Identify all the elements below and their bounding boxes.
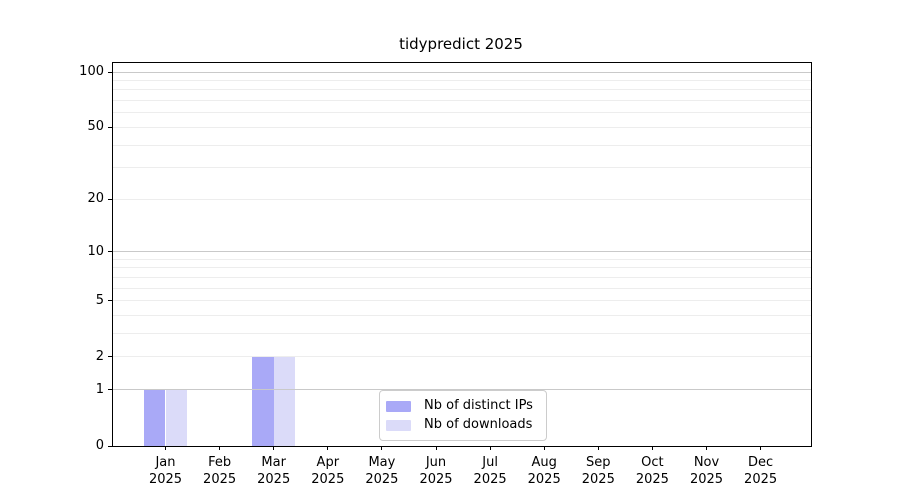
x-tick-year: 2025	[148, 472, 183, 487]
legend-item-distinct-ips: Nb of distinct IPs	[386, 399, 533, 413]
x-tick-mark	[543, 446, 545, 450]
x-tick-month: Oct	[641, 455, 664, 470]
x-tick-label: Oct 2025	[612, 454, 692, 488]
gridline-minor	[113, 126, 811, 128]
x-tick-year: 2025	[311, 472, 345, 487]
x-tick-label: May 2025	[342, 454, 422, 488]
gridline-minor	[113, 267, 811, 269]
gridline-minor	[113, 144, 811, 146]
x-tick-month: Dec	[748, 455, 774, 470]
y-tick-label: 5	[95, 292, 104, 308]
gridline-minor	[113, 333, 811, 335]
legend-label-downloads: Nb of downloads	[424, 417, 533, 432]
x-tick-year: 2025	[689, 472, 724, 487]
x-tick-month: Feb	[208, 455, 232, 470]
y-tick-label: 100	[79, 64, 104, 80]
bar-downloads	[273, 356, 296, 446]
legend-swatch-downloads	[386, 419, 411, 431]
x-tick-mark	[327, 446, 329, 450]
bar-distinct-ips	[143, 389, 166, 446]
x-tick-label: Jan 2025	[126, 454, 206, 488]
x-tick-label: Dec 2025	[721, 454, 801, 488]
y-tick-mark	[108, 445, 112, 447]
bar-distinct-ips	[251, 356, 274, 446]
y-tick-label: 1	[95, 381, 104, 397]
x-tick-year: 2025	[635, 472, 669, 487]
y-tick-mark	[108, 251, 112, 253]
x-tick-month: Mar	[261, 455, 286, 470]
gridline-minor	[113, 277, 811, 279]
gridline-minor	[113, 167, 811, 169]
x-tick-label: Apr 2025	[288, 454, 368, 488]
gridline-minor	[113, 258, 811, 260]
y-tick-mark	[108, 126, 112, 128]
y-tick-label: 10	[87, 243, 104, 259]
x-tick-month: Jun	[425, 455, 447, 470]
gridline-minor	[113, 287, 811, 289]
x-tick-year: 2025	[527, 472, 561, 487]
x-tick-month: Jul	[482, 455, 498, 470]
x-tick-month: Apr	[316, 455, 340, 470]
gridline-minor	[113, 112, 811, 114]
x-tick-mark	[273, 446, 275, 450]
x-tick-mark	[651, 446, 653, 450]
x-tick-label: Jul 2025	[450, 454, 530, 488]
y-tick-mark	[108, 198, 112, 200]
x-tick-mark	[760, 446, 762, 450]
y-tick-label: 0	[95, 438, 104, 453]
bar-downloads	[165, 389, 188, 446]
x-tick-month: May	[368, 455, 396, 470]
plot-area: Nb of distinct IPs Nb of downloads 0 1 2 5 1…	[79, 62, 812, 487]
x-tick-label: Sep 2025	[558, 454, 638, 488]
y-tick-mark	[108, 356, 112, 358]
y-tick-mark	[108, 300, 112, 302]
gridline-minor	[113, 100, 811, 102]
gridline-minor	[113, 198, 811, 200]
x-tick-mark	[489, 446, 491, 450]
gridline-minor	[113, 89, 811, 91]
x-tick-month: Aug	[531, 455, 557, 470]
x-tick-mark	[381, 446, 383, 450]
x-tick-label: Feb 2025	[180, 454, 260, 488]
gridline-minor	[113, 356, 811, 358]
x-tick-mark	[597, 446, 599, 450]
x-tick-month: Jan	[155, 455, 176, 470]
gridline-minor	[113, 315, 811, 317]
y-tick-label: 20	[87, 191, 104, 207]
x-tick-label: Mar 2025	[234, 454, 314, 488]
x-tick-year: 2025	[744, 472, 778, 487]
x-tick-label: Aug 2025	[504, 454, 584, 488]
y-tick-mark	[108, 71, 112, 73]
x-tick-year: 2025	[473, 472, 507, 487]
gridline-minor	[113, 80, 811, 82]
x-tick-year: 2025	[257, 472, 291, 487]
legend-item-downloads: Nb of downloads	[386, 418, 533, 432]
legend: Nb of distinct IPs Nb of downloads	[379, 390, 547, 441]
gridline-minor	[113, 300, 811, 302]
x-tick-mark	[706, 446, 707, 450]
x-tick-year: 2025	[419, 472, 453, 487]
x-tick-year: 2025	[365, 472, 399, 487]
gridline-major	[113, 251, 811, 253]
gridline-major	[113, 389, 811, 391]
y-tick-label: 2	[95, 348, 104, 364]
x-tick-mark	[435, 446, 437, 450]
x-tick-mark	[219, 446, 221, 450]
chart-title: tidypredict 2025	[399, 35, 523, 53]
x-tick-year: 2025	[203, 472, 237, 487]
x-tick-month: Nov	[693, 455, 720, 470]
x-tick-label: Jun 2025	[396, 454, 476, 488]
y-tick-mark	[108, 389, 112, 391]
x-tick-mark	[165, 446, 166, 450]
x-tick-month: Sep	[586, 455, 611, 470]
y-tick-label: 50	[87, 119, 104, 135]
x-tick-label: Nov 2025	[667, 454, 747, 488]
x-tick-year: 2025	[581, 472, 615, 487]
gridline-major	[113, 71, 811, 73]
legend-swatch-distinct-ips	[386, 400, 411, 412]
legend-label-distinct-ips: Nb of distinct IPs	[424, 398, 533, 413]
